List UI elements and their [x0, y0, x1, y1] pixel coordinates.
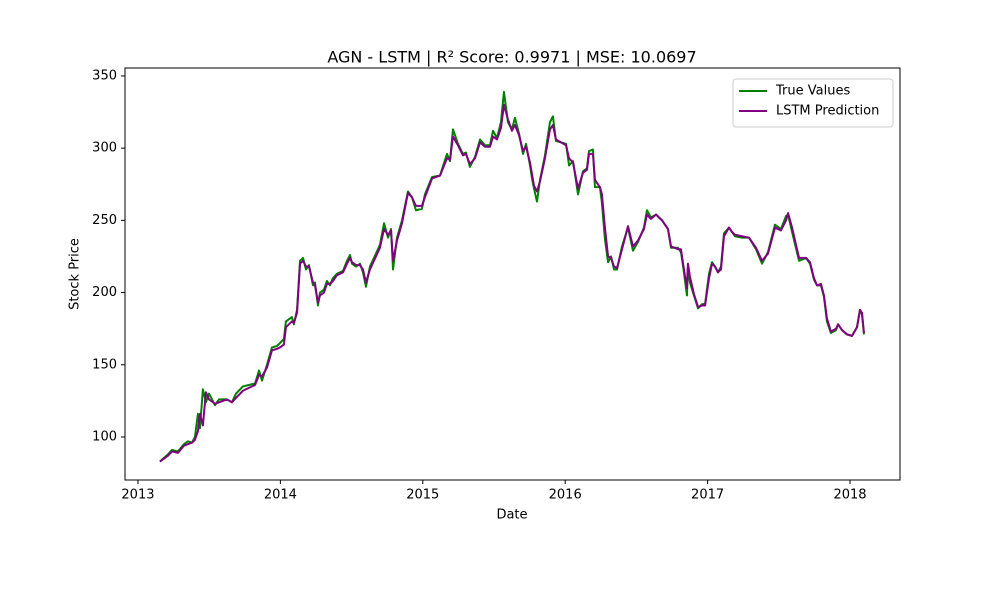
legend-box — [732, 78, 894, 128]
plot-frame — [124, 67, 901, 481]
y-tick-label: 350 — [92, 68, 117, 83]
series-line — [159, 103, 865, 463]
y-axis-label: Stock Price — [68, 238, 83, 310]
y-tick-label: 250 — [92, 213, 117, 228]
x-tick-label: 2016 — [549, 488, 582, 503]
x-axis-label: Date — [496, 508, 527, 523]
x-tick-label: 2014 — [264, 488, 297, 503]
x-tick-label: 2015 — [406, 488, 439, 503]
y-tick-label: 300 — [92, 141, 117, 156]
x-tick-label: 2013 — [121, 488, 154, 503]
x-tick-label: 2017 — [691, 488, 724, 503]
legend-label: True Values — [775, 84, 850, 99]
x-tick-label: 2018 — [833, 488, 866, 503]
legend-label: LSTM Prediction — [776, 104, 879, 119]
y-tick-label: 200 — [92, 285, 117, 300]
chart-title: AGN - LSTM | R² Score: 0.9971 | MSE: 10.… — [327, 48, 696, 67]
y-tick-label: 100 — [92, 429, 117, 444]
y-tick-label: 150 — [92, 357, 117, 372]
